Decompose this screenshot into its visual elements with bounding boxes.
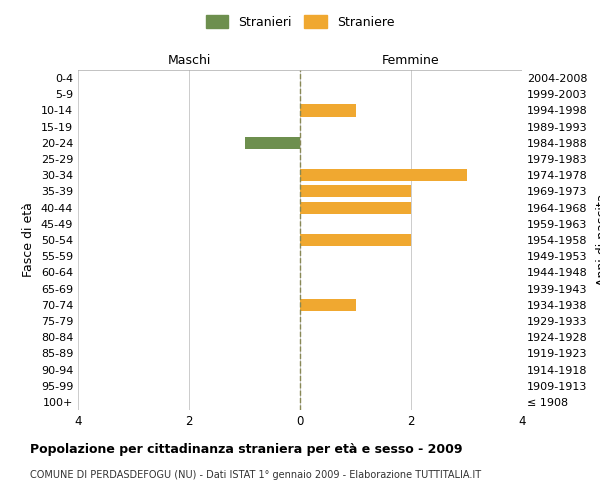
Y-axis label: Fasce di età: Fasce di età	[22, 202, 35, 278]
Bar	[300, 104, 356, 117]
Bar	[245, 137, 300, 149]
Y-axis label: Anni di nascita: Anni di nascita	[596, 194, 600, 286]
Bar	[300, 234, 411, 246]
Bar	[300, 298, 356, 311]
Text: Maschi: Maschi	[167, 54, 211, 67]
Bar	[300, 169, 467, 181]
Text: Femmine: Femmine	[382, 54, 440, 67]
Legend: Stranieri, Straniere: Stranieri, Straniere	[202, 11, 398, 32]
Text: COMUNE DI PERDASDEFOGU (NU) - Dati ISTAT 1° gennaio 2009 - Elaborazione TUTTITAL: COMUNE DI PERDASDEFOGU (NU) - Dati ISTAT…	[30, 470, 481, 480]
Bar	[300, 202, 411, 213]
Bar	[300, 186, 411, 198]
Text: Popolazione per cittadinanza straniera per età e sesso - 2009: Popolazione per cittadinanza straniera p…	[30, 442, 463, 456]
